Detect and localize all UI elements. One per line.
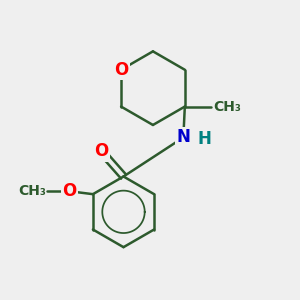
Text: O: O xyxy=(94,142,109,160)
Text: H: H xyxy=(197,130,212,148)
Text: O: O xyxy=(62,182,76,200)
Text: N: N xyxy=(176,128,190,146)
Text: O: O xyxy=(114,61,128,79)
Text: CH₃: CH₃ xyxy=(18,184,46,198)
Text: CH₃: CH₃ xyxy=(213,100,241,114)
